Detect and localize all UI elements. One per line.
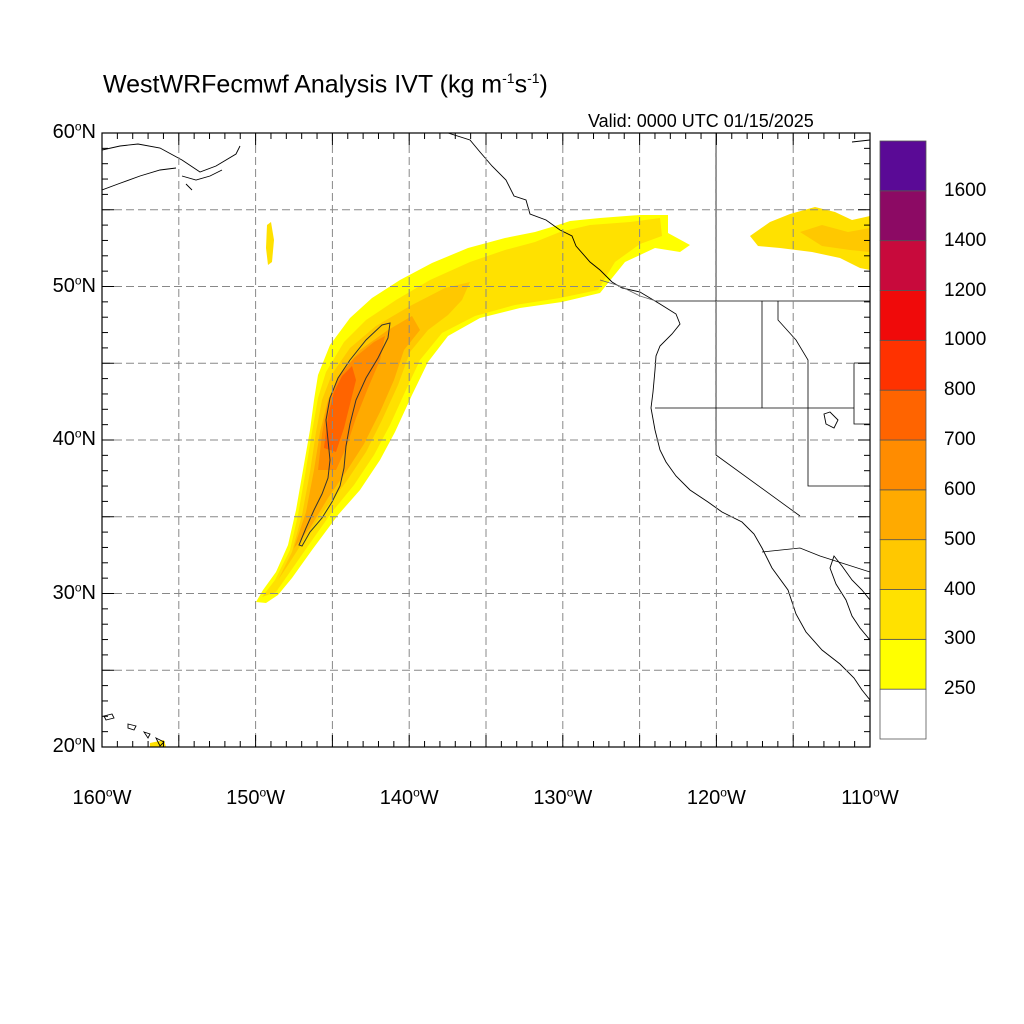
lat-tick-label: 30oN	[52, 579, 96, 604]
colorbar-bin	[879, 439, 927, 491]
ivt-patch-gulf-of-alaska	[266, 222, 274, 265]
lon-tick-label: 150oW	[226, 785, 286, 809]
ivt-plume-400	[278, 282, 470, 580]
colorbar-bin	[879, 389, 927, 441]
lon-tick-label: 130oW	[533, 785, 593, 809]
ivt-patch-interior-300	[800, 225, 870, 252]
lat-tick-label: 40oN	[52, 426, 96, 450]
coastlines	[102, 133, 870, 747]
lon-tick-label: 140oW	[379, 785, 439, 809]
colorbar-bin	[879, 638, 927, 690]
ivt-plume-250	[256, 215, 690, 603]
colorbar-bin	[879, 539, 927, 590]
colorbar-label: 1200	[944, 279, 987, 301]
colorbar-label: 250	[944, 678, 976, 700]
colorbar-bin	[879, 190, 927, 242]
colorbar	[879, 140, 927, 740]
colorbar-label: 1000	[944, 329, 987, 351]
colorbar-label: 600	[944, 478, 976, 500]
valid-time-label: Valid: 0000 UTC 01/15/2025	[588, 111, 814, 131]
political-boundaries	[599, 133, 870, 573]
lon-tick-label: 110oW	[841, 785, 899, 809]
colorbar-bin	[879, 240, 927, 291]
colorbar-bin	[879, 140, 927, 192]
colorbar-bin	[879, 489, 927, 541]
colorbar-label: 300	[944, 628, 976, 650]
lat-tick-label: 60oN	[52, 119, 96, 143]
colorbar-label: 700	[944, 429, 976, 450]
map-gridlines	[102, 133, 870, 747]
ivt-plume-500	[294, 316, 420, 548]
colorbar-label: 500	[944, 528, 976, 550]
ivt-patch-interior	[750, 207, 870, 270]
plot-title: WestWRFecmwf Analysis IVT (kg m-1s-1)	[103, 70, 548, 99]
ivt-plume-700	[324, 366, 356, 452]
colorbar-label: 1400	[944, 229, 987, 251]
lon-tick-label: 160oW	[72, 785, 132, 809]
colorbar-bin	[879, 339, 927, 391]
lon-tick-label: 120oW	[686, 785, 746, 809]
colorbar-label: 400	[944, 578, 976, 600]
ivt-contour-line	[298, 322, 391, 547]
colorbar-label: 1600	[944, 179, 987, 201]
axis-ticks	[101, 132, 871, 748]
colorbar-label: 800	[944, 379, 976, 401]
colorbar-bin	[879, 688, 927, 740]
lat-tick-label: 50oN	[52, 272, 96, 297]
colorbar-bin	[879, 589, 927, 640]
ivt-patch-hawaii	[150, 740, 166, 747]
colorbar-bin	[879, 290, 927, 341]
lat-tick-label: 20oN	[52, 733, 96, 757]
